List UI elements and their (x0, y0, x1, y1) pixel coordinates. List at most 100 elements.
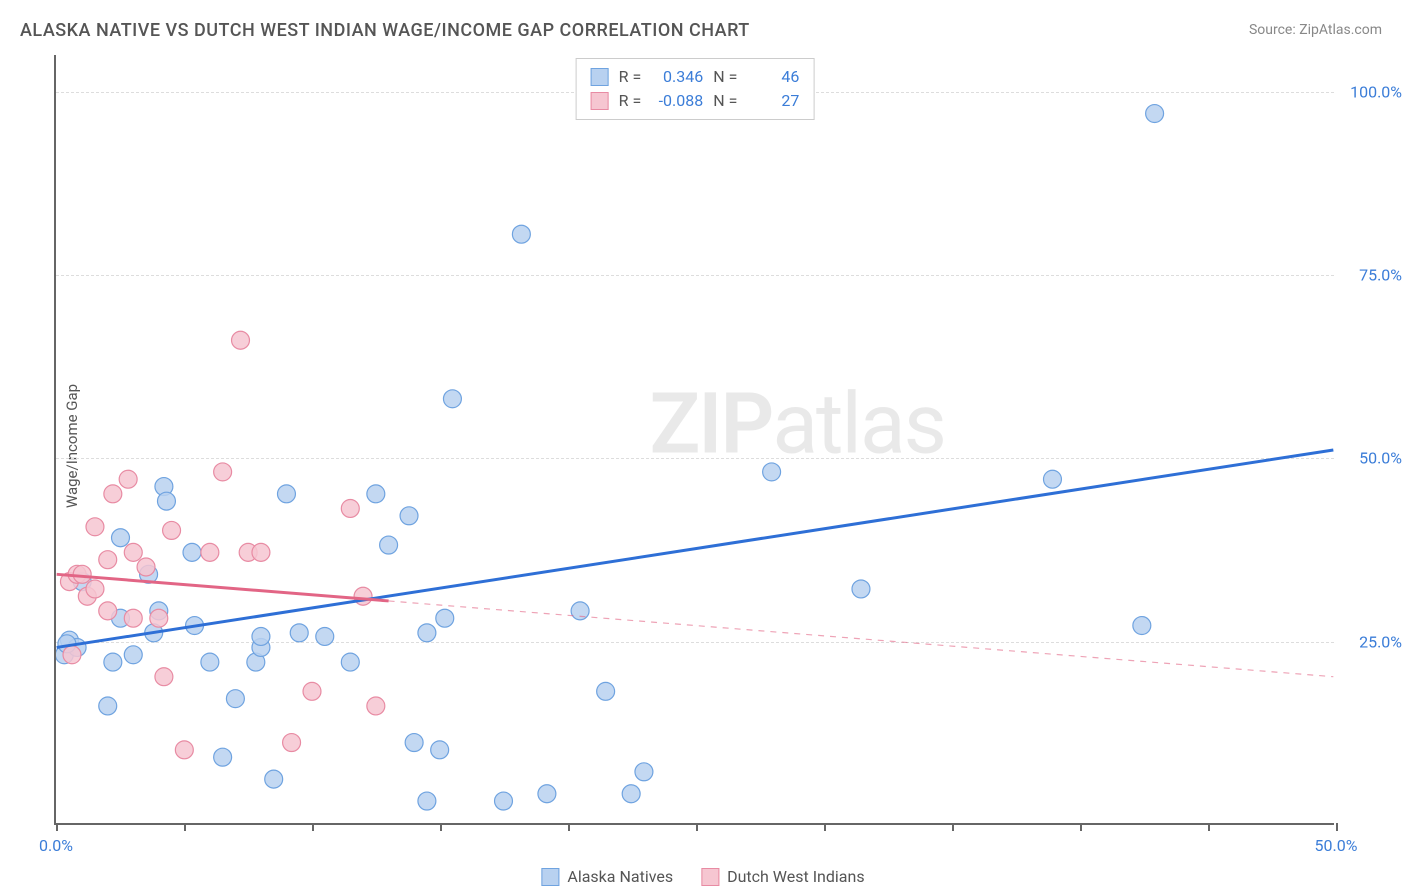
x-tick (568, 823, 570, 831)
scatter-point (436, 609, 454, 627)
x-tick (696, 823, 698, 831)
scatter-point (367, 485, 385, 503)
scatter-point (1146, 105, 1164, 123)
swatch-series-0 (591, 68, 609, 86)
trend-line-solid (57, 574, 389, 601)
legend-label-0: Alaska Natives (567, 867, 673, 886)
scatter-point (214, 748, 232, 766)
scatter-point (157, 492, 175, 510)
stat-n-value-1: 27 (747, 89, 799, 113)
scatter-point (119, 470, 137, 488)
stats-row-series-1: R = -0.088 N = 27 (591, 89, 800, 113)
scatter-point (538, 785, 556, 803)
x-tick (1080, 823, 1082, 831)
scatter-point (201, 543, 219, 561)
legend-swatch-1 (701, 868, 719, 886)
scatter-point (99, 602, 117, 620)
scatter-point (1133, 617, 1151, 635)
scatter-point (163, 521, 181, 539)
chart-container: ALASKA NATIVE VS DUTCH WEST INDIAN WAGE/… (0, 0, 1406, 892)
legend-label-1: Dutch West Indians (727, 867, 865, 886)
scatter-point (635, 763, 653, 781)
scatter-point (99, 551, 117, 569)
scatter-point (303, 682, 321, 700)
stat-n-value-0: 46 (747, 65, 799, 89)
scatter-point (155, 668, 173, 686)
scatter-point (418, 792, 436, 810)
scatter-point (367, 697, 385, 715)
scatter-point (63, 646, 81, 664)
x-tick (56, 823, 58, 831)
y-tick-label: 50.0% (1359, 449, 1402, 468)
scatter-point (86, 580, 104, 598)
x-tick-label: 50.0% (1315, 836, 1358, 855)
scatter-point (495, 792, 513, 810)
scatter-point (226, 690, 244, 708)
scatter-point (418, 624, 436, 642)
y-tick-label: 25.0% (1359, 632, 1402, 651)
scatter-point (341, 500, 359, 518)
chart-title: ALASKA NATIVE VS DUTCH WEST INDIAN WAGE/… (20, 20, 750, 41)
x-tick-label: 0.0% (39, 836, 73, 855)
scatter-point (232, 331, 250, 349)
stats-legend-box: R = 0.346 N = 46 R = -0.088 N = 27 (576, 58, 815, 120)
x-tick (1336, 823, 1338, 831)
stat-n-label: N = (713, 89, 737, 113)
scatter-point (104, 485, 122, 503)
scatter-point (175, 741, 193, 759)
scatter-point (124, 543, 142, 561)
stats-row-series-0: R = 0.346 N = 46 (591, 65, 800, 89)
scatter-point (431, 741, 449, 759)
x-tick (312, 823, 314, 831)
scatter-point (852, 580, 870, 598)
stat-r-label: R = (619, 65, 642, 89)
stat-n-label: N = (713, 65, 737, 89)
scatter-point (380, 536, 398, 554)
scatter-point (341, 653, 359, 671)
scatter-point (283, 734, 301, 752)
scatter-point (104, 653, 122, 671)
scatter-point (86, 518, 104, 536)
scatter-point (316, 628, 334, 646)
legend-item-0: Alaska Natives (541, 867, 673, 886)
scatter-point (763, 463, 781, 481)
scatter-point (252, 543, 270, 561)
x-tick (440, 823, 442, 831)
scatter-point (183, 543, 201, 561)
scatter-point (405, 734, 423, 752)
scatter-point (265, 770, 283, 788)
x-tick (952, 823, 954, 831)
scatter-point (443, 390, 461, 408)
legend-item-1: Dutch West Indians (701, 867, 865, 886)
x-tick (824, 823, 826, 831)
stat-r-value-0: 0.346 (651, 65, 703, 89)
scatter-point (137, 558, 155, 576)
scatter-point (597, 682, 615, 700)
scatter-point (1043, 470, 1061, 488)
x-tick (184, 823, 186, 831)
scatter-point (622, 785, 640, 803)
plot-area: ZIPatlas R = 0.346 N = 46 R = -0.088 N =… (54, 55, 1334, 825)
scatter-point (112, 529, 130, 547)
scatter-point (124, 646, 142, 664)
scatter-point (73, 565, 91, 583)
scatter-point (99, 697, 117, 715)
plot-svg (56, 55, 1334, 823)
x-tick (1208, 823, 1210, 831)
scatter-point (124, 609, 142, 627)
source-attribution: Source: ZipAtlas.com (1249, 22, 1382, 38)
scatter-point (252, 628, 270, 646)
stat-r-label: R = (619, 89, 642, 113)
legend-swatch-0 (541, 868, 559, 886)
scatter-point (571, 602, 589, 620)
trend-line-dashed (389, 601, 1334, 677)
scatter-point (512, 225, 530, 243)
y-tick-label: 75.0% (1359, 266, 1402, 285)
scatter-point (277, 485, 295, 503)
scatter-point (201, 653, 219, 671)
bottom-legend: Alaska Natives Dutch West Indians (541, 867, 864, 886)
scatter-point (290, 624, 308, 642)
scatter-point (150, 609, 168, 627)
y-tick-label: 100.0% (1350, 82, 1402, 101)
scatter-point (400, 507, 418, 525)
